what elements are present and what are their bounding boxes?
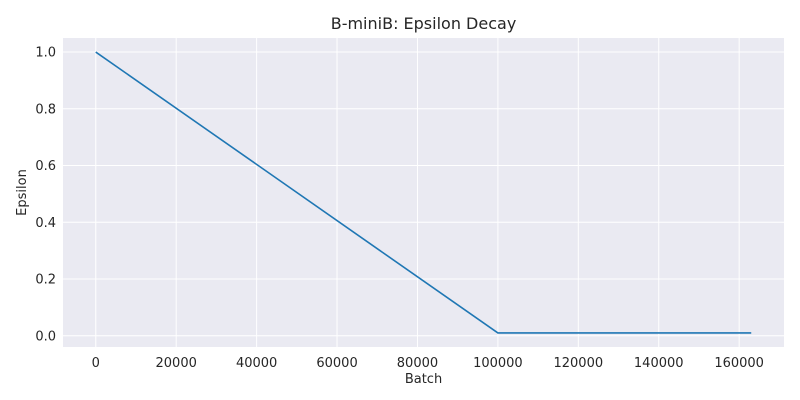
x-tick-label: 60000 <box>316 356 357 371</box>
y-tick-label: 0.0 <box>35 329 56 344</box>
x-axis-label: Batch <box>405 372 442 387</box>
x-tick-label: 120000 <box>553 356 603 371</box>
x-tick-label: 100000 <box>473 356 523 371</box>
x-tick-label: 40000 <box>236 356 277 371</box>
y-tick-label: 0.4 <box>35 216 56 231</box>
y-axis-label: Epsilon <box>15 169 30 216</box>
y-tick-label: 1.0 <box>35 46 56 61</box>
x-tick-labels: 0 20000 40000 60000 80000 100000 120000 140000 1… <box>92 356 764 371</box>
y-tick-label: 0.8 <box>35 102 56 117</box>
x-tick-label: 0 <box>92 356 100 371</box>
series-layer <box>95 51 752 334</box>
y-tick-labels: 0.0 0.2 0.4 0.6 0.8 1.0 <box>35 46 56 345</box>
x-tick-label: 160000 <box>714 356 764 371</box>
y-tick-label: 0.2 <box>35 273 56 288</box>
x-tick-label: 20000 <box>156 356 197 371</box>
grid <box>63 38 784 347</box>
y-tick-label: 0.6 <box>35 159 56 174</box>
series-line <box>95 51 752 334</box>
plot-background <box>63 38 784 347</box>
x-tick-label: 140000 <box>634 356 684 371</box>
chart-title: B-miniB: Epsilon Decay <box>331 14 517 33</box>
x-tick-label: 80000 <box>397 356 438 371</box>
